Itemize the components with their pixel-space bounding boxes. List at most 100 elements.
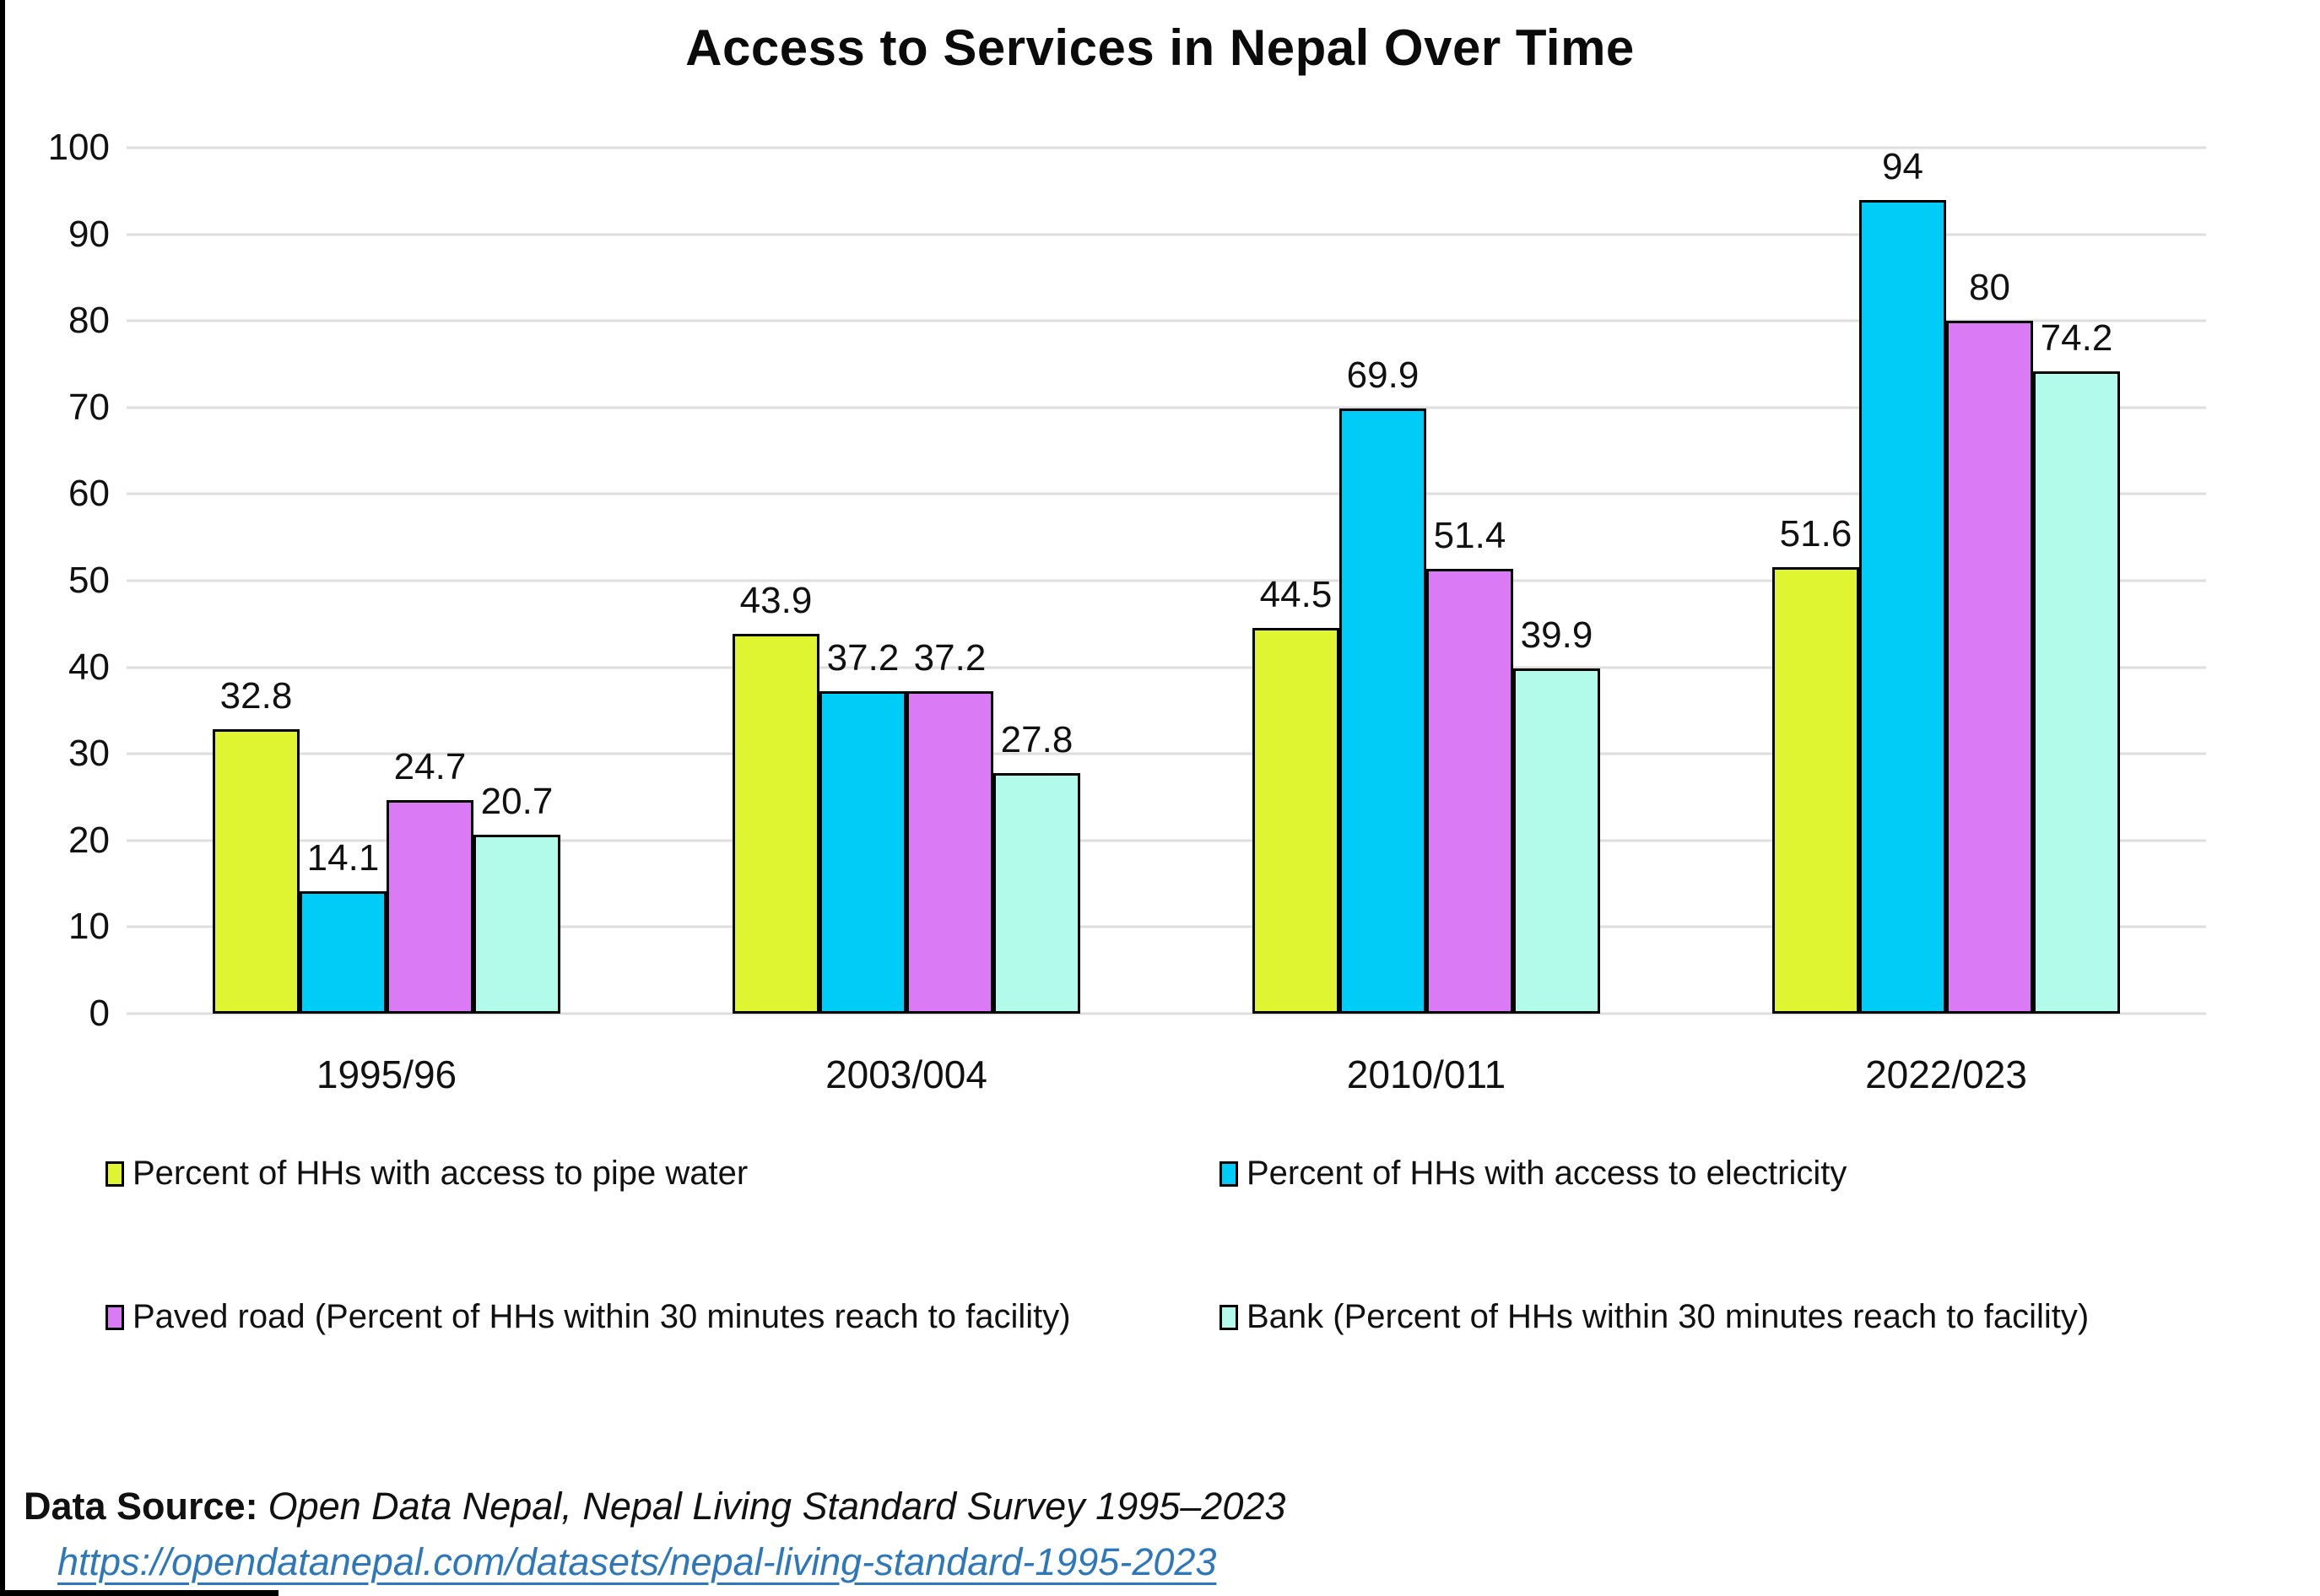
bar-cell-pipe-water-2003/004: 43.9 [733,148,819,1014]
gridline-100 [127,146,2206,149]
y-tick-label-20: 20 [68,819,110,861]
bar-group-1995/96: 32.8 14.1 24.7 20.7 1995/96 [127,148,646,1096]
bar-row-2022/023: 51.6 94 80 74.2 [1772,145,2120,1014]
bar-bank-2010/011 [1513,668,1600,1014]
bar-groups: 32.8 14.1 24.7 20.7 1995/96 43.9 37.2 37.2 27.8 2… [127,145,2206,1096]
gridline-40 [127,666,2206,669]
legend-item-pipe-water: Percent of HHs with access to pipe water [105,1155,1219,1193]
bar-cell-bank-2022/023: 74.2 [2033,148,2120,1014]
gridline-30 [127,752,2206,755]
plot-area: 100 90 80 70 60 50 40 30 20 10 0 32.8 14.1 24.7 20.7 19… [48,127,2206,1096]
x-axis-label-2003/004: 2003/004 [825,1052,987,1096]
bar-row-2003/004: 43.9 37.2 37.2 27.8 [733,148,1080,1014]
bar-electricity-1995/96 [300,891,387,1014]
legend: Percent of HHs with access to pipe water… [105,1155,2232,1336]
value-label-paved-road-1995/96: 24.7 [393,745,467,787]
value-label-pipe-water-1995/96: 32.8 [219,675,293,717]
bar-electricity-2022/023 [1859,199,1946,1014]
screenshot-bottom-border [0,1590,279,1596]
bar-group-2022/023: 51.6 94 80 74.2 2022/023 [1686,145,2206,1096]
bar-row-2010/011: 44.5 69.9 51.4 39.9 [1252,148,1600,1014]
value-label-paved-road-2003/004: 37.2 [913,637,987,679]
gridline-70 [127,406,2206,409]
bar-pipe-water-2003/004 [733,633,819,1014]
bar-pipe-water-2010/011 [1252,628,1339,1014]
bar-pipe-water-2022/023 [1772,566,1859,1014]
value-label-electricity-2010/011: 69.9 [1346,354,1420,396]
legend-label-paved-road: Paved road (Percent of HHs within 30 min… [132,1298,1071,1335]
gridline-80 [127,319,2206,322]
bar-cell-electricity-2010/011: 69.9 [1339,148,1426,1014]
legend-swatch-bank [1219,1304,1238,1330]
gridline-60 [127,492,2206,495]
bar-group-2003/004: 43.9 37.2 37.2 27.8 2003/004 [646,148,1166,1096]
y-tick-label-70: 70 [68,386,110,428]
legend-swatch-pipe-water [105,1160,124,1187]
bar-cell-paved-road-2010/011: 51.4 [1426,148,1513,1014]
bar-pipe-water-1995/96 [213,729,300,1014]
bar-paved-road-2010/011 [1426,568,1513,1014]
value-label-electricity-2003/004: 37.2 [826,637,900,679]
bar-electricity-2010/011 [1339,408,1426,1014]
data-source-label: Data Source: [24,1485,258,1528]
bar-cell-paved-road-2003/004: 37.2 [906,148,993,1014]
y-tick-label-60: 60 [68,473,110,515]
bar-cell-paved-road-1995/96: 24.7 [387,148,473,1014]
screenshot-left-border [0,0,5,1596]
bar-cell-pipe-water-1995/96: 32.8 [213,148,300,1014]
bar-bank-2022/023 [2033,371,2120,1014]
bar-cell-electricity-2022/023: 94 [1859,145,1946,1014]
legend-label-bank: Bank (Percent of HHs within 30 minutes r… [1247,1298,2090,1335]
y-tick-label-50: 50 [68,560,110,601]
bar-row-1995/96: 32.8 14.1 24.7 20.7 [213,148,560,1014]
gridline-20 [127,839,2206,842]
legend-item-paved-road: Paved road (Percent of HHs within 30 min… [105,1298,1219,1336]
value-label-paved-road-2022/023: 80 [1969,267,2010,309]
value-label-pipe-water-2003/004: 43.9 [739,579,813,621]
x-axis-label-2010/011: 2010/011 [1346,1052,1506,1096]
value-label-bank-2022/023: 74.2 [2040,316,2113,359]
bar-bank-1995/96 [473,834,560,1014]
y-tick-label-100: 100 [47,127,110,168]
bar-paved-road-1995/96 [387,799,473,1014]
bar-cell-pipe-water-2010/011: 44.5 [1252,148,1339,1014]
value-label-electricity-2022/023: 94 [1882,145,1923,187]
y-tick-label-80: 80 [68,300,110,342]
legend-item-electricity: Percent of HHs with access to electricit… [1219,1155,2232,1193]
bar-cell-pipe-water-2022/023: 51.6 [1772,148,1859,1014]
x-axis-label-2022/023: 2022/023 [1865,1052,2027,1096]
bar-paved-road-2022/023 [1946,321,2033,1014]
value-label-bank-1995/96: 20.7 [480,780,554,822]
value-label-pipe-water-2010/011: 44.5 [1259,574,1333,616]
y-tick-label-0: 0 [89,993,110,1034]
value-label-pipe-water-2022/023: 51.6 [1779,512,1852,555]
bar-cell-electricity-1995/96: 14.1 [300,148,387,1014]
data-source-text: Open Data Nepal, Nepal Living Standard S… [268,1485,1286,1528]
chart-title: Access to Services in Nepal Over Time [685,19,1635,76]
value-label-bank-2003/004: 27.8 [1000,718,1073,760]
data-source-link[interactable]: https://opendatanepal.com/datasets/nepal… [57,1539,1217,1583]
bar-cell-electricity-2003/004: 37.2 [819,148,906,1014]
legend-label-pipe-water: Percent of HHs with access to pipe water [132,1155,749,1192]
value-label-bank-2010/011: 39.9 [1520,614,1593,656]
bar-paved-road-2003/004 [906,691,993,1014]
bar-bank-2003/004 [993,772,1080,1014]
legend-swatch-electricity [1219,1160,1238,1187]
bar-group-2010/011: 44.5 69.9 51.4 39.9 2010/011 [1166,148,1686,1096]
gridline-10 [127,925,2206,928]
y-tick-label-10: 10 [68,906,110,948]
value-label-paved-road-2010/011: 51.4 [1433,514,1506,556]
legend-label-electricity: Percent of HHs with access to electricit… [1247,1155,1847,1192]
bar-cell-bank-2003/004: 27.8 [993,148,1080,1014]
y-tick-label-40: 40 [68,646,110,688]
data-source-footer: Data Source: Open Data Nepal, Nepal Livin… [24,1485,1285,1582]
bar-cell-paved-road-2022/023: 80 [1946,148,2033,1014]
gridline-50 [127,579,2206,582]
value-label-electricity-1995/96: 14.1 [306,837,380,879]
gridline-90 [127,233,2206,236]
legend-swatch-paved-road [105,1304,124,1330]
x-axis-label-1995/96: 1995/96 [316,1052,457,1096]
bar-cell-bank-2010/011: 39.9 [1513,148,1600,1014]
y-tick-label-30: 30 [68,733,110,775]
